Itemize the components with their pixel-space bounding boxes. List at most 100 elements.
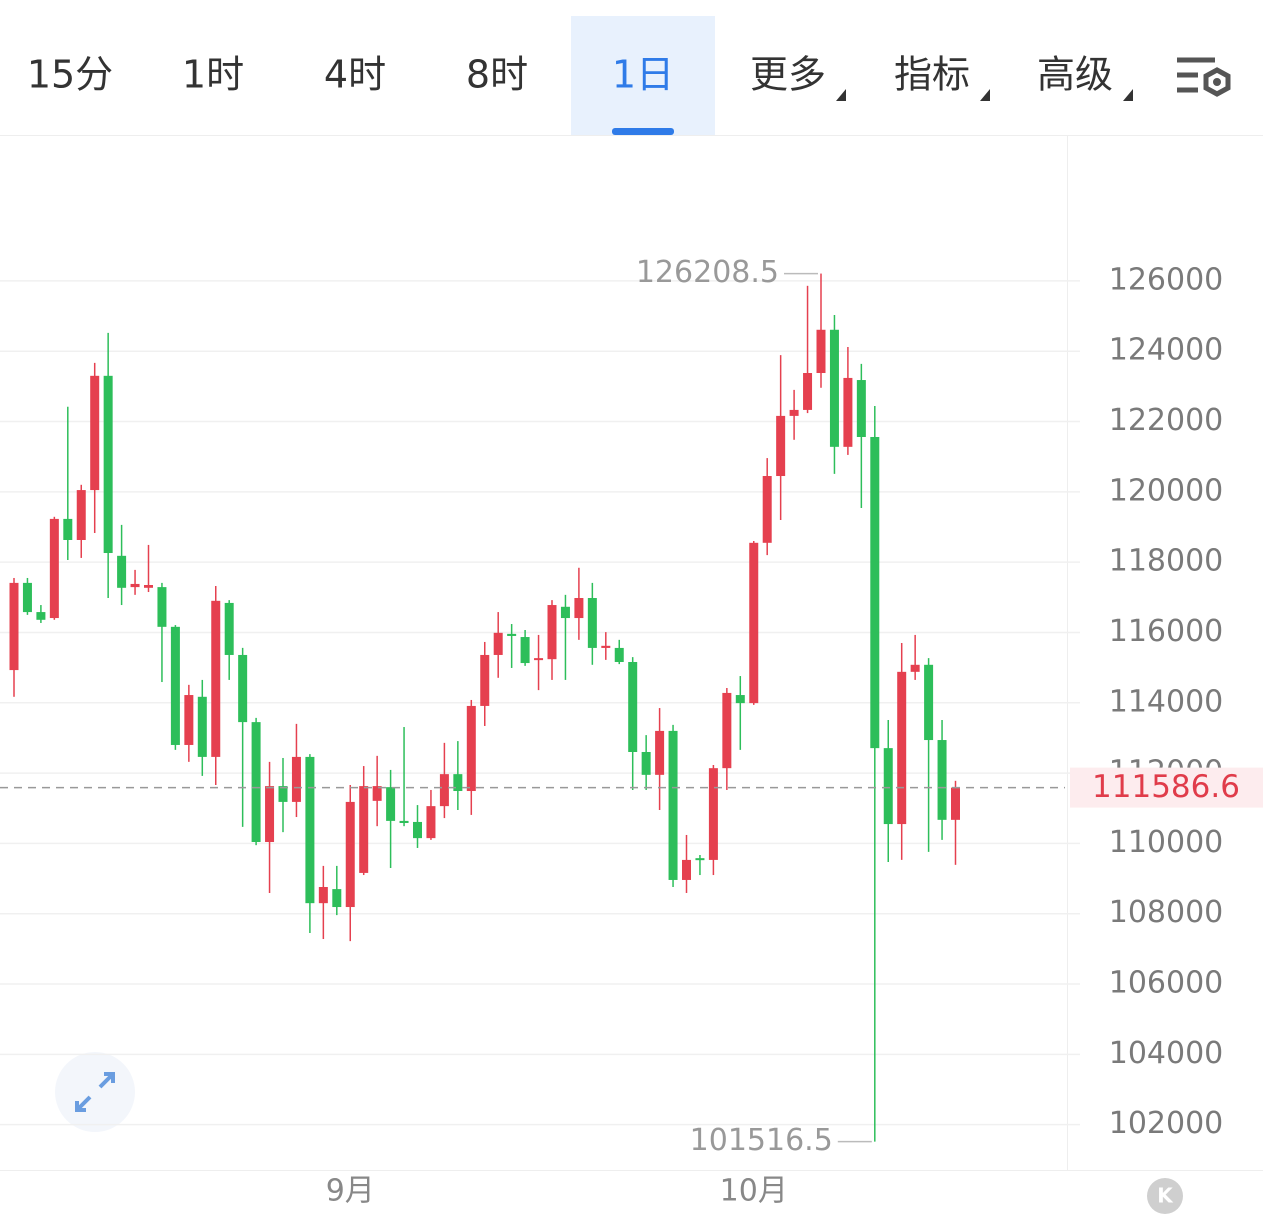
candle-body xyxy=(453,774,463,792)
y-tick-label: 116000 xyxy=(1109,614,1224,649)
candle-body xyxy=(722,692,732,769)
y-tick-label: 118000 xyxy=(1109,544,1224,579)
candle-body xyxy=(735,695,745,704)
candle-body xyxy=(520,637,530,664)
candle-body xyxy=(789,409,799,416)
candle-body xyxy=(359,786,369,873)
y-tick-label: 122000 xyxy=(1109,403,1224,438)
candle-body xyxy=(9,582,19,671)
candle-body xyxy=(803,373,813,410)
candles xyxy=(9,273,960,1142)
candle-body xyxy=(587,598,597,648)
candle-body xyxy=(480,654,490,706)
extreme-label: 126208.5 xyxy=(636,255,779,290)
tab[interactable]: 更多 xyxy=(750,53,826,97)
badge: K xyxy=(1157,1184,1174,1208)
candle-body xyxy=(829,329,839,447)
candle-body xyxy=(951,787,960,820)
candle-body xyxy=(507,633,517,636)
last-price-label: 111586.6 xyxy=(1092,769,1240,805)
candle-body xyxy=(76,490,86,540)
candle-body xyxy=(170,626,180,745)
candle-body xyxy=(466,705,476,792)
candle-body xyxy=(103,375,113,554)
candle-body xyxy=(937,740,947,820)
candle-body xyxy=(910,664,920,672)
candle-body xyxy=(426,806,436,839)
candle-body xyxy=(345,801,355,908)
candle-body xyxy=(856,380,866,437)
y-tick-label: 108000 xyxy=(1109,895,1224,930)
candle-body xyxy=(439,774,449,807)
candle-body xyxy=(224,602,234,655)
candle-body xyxy=(628,661,638,752)
candle-body xyxy=(305,756,315,904)
tab[interactable]: 8时 xyxy=(466,53,528,97)
candle-body xyxy=(870,436,880,749)
tab[interactable]: 指标 xyxy=(894,53,970,97)
candle-body xyxy=(63,518,73,540)
candle-body xyxy=(695,858,705,861)
candle-body xyxy=(399,820,409,824)
candle-body xyxy=(560,606,570,619)
active-tab-underline xyxy=(612,128,674,135)
tab[interactable]: 高级 xyxy=(1037,53,1113,97)
candle-body xyxy=(278,786,288,802)
candle-body xyxy=(762,476,772,543)
expand-button[interactable] xyxy=(55,1052,135,1132)
tab[interactable]: 1日 xyxy=(612,53,674,97)
dropdown-arrow xyxy=(836,89,846,101)
candle-body xyxy=(184,695,194,745)
candle-body xyxy=(413,821,422,839)
y-tick-label: 124000 xyxy=(1109,333,1224,368)
badge-bg xyxy=(1147,1178,1183,1214)
candle-body xyxy=(318,886,328,904)
candle-body xyxy=(197,696,207,757)
y-tick-label: 102000 xyxy=(1109,1106,1224,1141)
candle-body xyxy=(130,583,140,588)
dropdown-arrow xyxy=(1123,89,1133,101)
candle-body xyxy=(614,647,624,662)
candle-body xyxy=(655,730,665,775)
candle-body xyxy=(157,587,167,627)
candle-body xyxy=(776,415,786,477)
candle-body xyxy=(749,542,759,704)
candle-body xyxy=(574,598,584,619)
settings-icon[interactable] xyxy=(1177,57,1231,97)
dropdown-arrow xyxy=(980,89,990,101)
tab[interactable]: 4时 xyxy=(324,53,386,97)
candle-body xyxy=(386,787,396,821)
y-tick-label: 120000 xyxy=(1109,473,1224,508)
candle-body xyxy=(90,375,100,491)
extreme-label: 101516.5 xyxy=(690,1123,833,1158)
candle-body xyxy=(144,585,153,588)
candle-body xyxy=(22,582,32,613)
tab[interactable]: 15分 xyxy=(27,53,113,97)
candle-body xyxy=(265,786,275,842)
candle-body xyxy=(251,722,261,842)
tab[interactable]: 1时 xyxy=(182,53,244,97)
candle-body xyxy=(708,768,718,860)
candle-body xyxy=(897,671,907,825)
candle-body xyxy=(493,632,503,655)
candle-body xyxy=(36,612,46,620)
candle-body xyxy=(668,730,678,880)
active-tab-bg xyxy=(571,16,715,135)
y-tick-label: 110000 xyxy=(1109,825,1224,860)
candle-body xyxy=(117,555,127,588)
x-tick-label: 10月 xyxy=(720,1174,788,1209)
candle-body xyxy=(534,658,544,661)
candle-body xyxy=(883,748,893,825)
candle-body xyxy=(924,664,934,741)
candle-body xyxy=(843,377,853,447)
candle-body xyxy=(332,889,342,908)
last-price-bg xyxy=(1070,767,1263,808)
candle-body xyxy=(547,605,557,660)
candle-body xyxy=(291,756,301,802)
y-tick-label: 126000 xyxy=(1109,262,1224,297)
candle-body xyxy=(238,654,248,723)
y-tick-label: 104000 xyxy=(1109,1036,1224,1071)
candle-body xyxy=(816,329,826,374)
y-tick-label: 106000 xyxy=(1109,966,1224,1001)
